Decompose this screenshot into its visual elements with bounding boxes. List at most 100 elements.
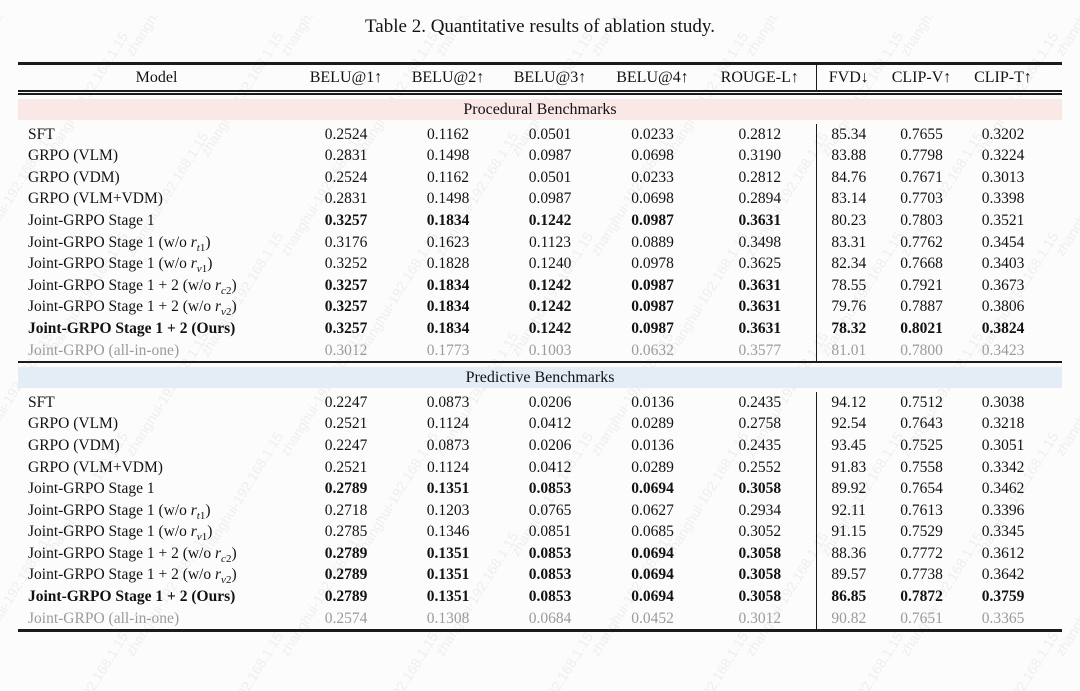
- value-cell: 90.82: [816, 607, 881, 633]
- table-row: Joint-GRPO Stage 1 (w/o rt1) 0.3176 0.1623…: [18, 231, 1062, 254]
- value-cell: 0.7872: [900, 588, 943, 606]
- value-cell: 0.1498: [426, 147, 470, 165]
- value-cell: 0.7654: [900, 480, 943, 498]
- value-cell: 0.0873: [426, 393, 470, 411]
- table-row: Joint-GRPO Stage 1 (w/o rt1) 0.2718 0.1203…: [18, 499, 1062, 522]
- value-cell: 0.7512: [900, 393, 943, 411]
- value-cell: 0.1124: [426, 415, 470, 433]
- value-cell: 0.0853: [528, 480, 572, 498]
- model-cell: Joint-GRPO Stage 1 (w/o rv1): [28, 523, 213, 544]
- value-cell: 0.0233: [631, 125, 674, 143]
- table-row: Joint-GRPO Stage 1 (w/o rv1) 0.3252 0.1828…: [18, 253, 1062, 275]
- value-cell: 0.2785: [324, 523, 368, 541]
- value-cell: 84.76: [831, 168, 867, 186]
- value-cell: 0.3013: [981, 168, 1025, 186]
- value-cell: 0.1351: [426, 544, 470, 562]
- value-cell: 0.0851: [528, 523, 572, 541]
- value-cell: 0.2789: [324, 480, 368, 498]
- value-cell: 0.7798: [900, 147, 943, 165]
- value-cell: 0.0684: [499, 607, 601, 633]
- column-header-clip-t: CLIP-T↑: [962, 62, 1062, 95]
- value-cell: 0.3398: [981, 190, 1025, 208]
- table-row: Joint-GRPO Stage 1 + 2 (w/o rv2) 0.3257 0.…: [18, 296, 1062, 318]
- value-cell: 0.3252: [324, 255, 368, 273]
- value-cell: 0.0853: [528, 544, 572, 562]
- value-cell: 0.2524: [324, 125, 368, 143]
- value-cell: 0.0289: [631, 458, 674, 476]
- column-header-fvd: FVD↓: [816, 62, 881, 95]
- value-cell: 86.85: [831, 588, 867, 606]
- value-cell: 0.3642: [981, 566, 1025, 584]
- value-cell: 0.7671: [900, 168, 943, 186]
- table-row: Joint-GRPO Stage 1 0.3257 0.1834 0.1242 0.09…: [18, 209, 1062, 232]
- value-cell: 0.1203: [426, 501, 470, 519]
- value-cell: 0.1773: [397, 339, 499, 364]
- value-cell: 0.7772: [900, 544, 943, 562]
- column-header-rouge-l: ROUGE-L↑: [704, 62, 817, 95]
- value-cell: 88.36: [831, 544, 867, 562]
- value-cell: 79.76: [831, 298, 867, 316]
- value-cell: 0.1124: [426, 458, 470, 476]
- watermark-text: zhanghui-192.168.1.15: [817, 629, 906, 691]
- value-cell: 0.0206: [528, 393, 572, 411]
- value-cell: 0.0289: [631, 415, 674, 433]
- value-cell: 0.0136: [631, 436, 674, 454]
- value-cell: 0.2789: [324, 544, 368, 562]
- table-row: Joint-GRPO (all-in-one) 0.2574 0.1308 0.068…: [18, 607, 1062, 633]
- watermark-text: zhanghui-192.168.1.15: [352, 629, 441, 691]
- table-row: SFT 0.2247 0.0873 0.0206 0.0136 0.2435 94.12 0.…: [18, 391, 1062, 414]
- value-cell: 0.3190: [704, 145, 817, 167]
- model-cell: Joint-GRPO Stage 1 + 2 (w/o rc2): [28, 276, 237, 297]
- value-cell: 0.2831: [324, 147, 368, 165]
- value-cell: 0.2552: [704, 456, 817, 479]
- value-cell: 0.0632: [601, 339, 704, 364]
- model-cell: Joint-GRPO Stage 1 + 2 (Ours): [28, 588, 236, 606]
- value-cell: 0.2521: [324, 415, 368, 433]
- value-cell: 83.31: [831, 233, 867, 251]
- value-cell: 0.0889: [631, 233, 674, 251]
- value-cell: 0.0694: [631, 544, 674, 562]
- value-cell: 0.2789: [324, 588, 368, 606]
- value-cell: 0.0694: [631, 588, 674, 606]
- value-cell: 91.15: [831, 523, 867, 541]
- value-cell: 0.7921: [900, 276, 943, 294]
- model-cell: GRPO (VLM+VDM): [28, 458, 163, 476]
- value-cell: 0.3257: [324, 319, 368, 337]
- column-header-belu-1: BELU@1↑: [295, 62, 397, 95]
- value-cell: 0.0987: [528, 147, 572, 165]
- value-cell: 0.7800: [881, 339, 962, 364]
- value-cell: 89.92: [831, 480, 867, 498]
- table-row: GRPO (VDM) 0.2524 0.1162 0.0501 0.0233 0.2812…: [18, 166, 1062, 189]
- value-cell: 0.1351: [426, 480, 470, 498]
- value-cell: 0.1308: [397, 607, 499, 633]
- model-cell: Joint-GRPO Stage 1 (w/o rt1): [28, 501, 211, 522]
- table-row: Joint-GRPO Stage 1 + 2 (w/o rc2) 0.2789 0.…: [18, 542, 1062, 565]
- column-header-belu-2: BELU@2↑: [397, 62, 499, 95]
- value-cell: 0.0987: [631, 319, 674, 337]
- table-row: GRPO (VDM) 0.2247 0.0873 0.0206 0.0136 0.2435…: [18, 434, 1062, 457]
- value-cell: 0.7613: [900, 501, 943, 519]
- value-cell: 0.0501: [528, 168, 572, 186]
- value-cell: 0.0452: [601, 607, 704, 633]
- value-cell: 0.3058: [704, 478, 817, 500]
- value-cell: 0.1834: [426, 298, 470, 316]
- value-cell: 0.2934: [704, 499, 817, 522]
- value-cell: 0.3012: [295, 339, 397, 364]
- value-cell: 0.3038: [981, 393, 1025, 411]
- value-cell: 0.3218: [981, 415, 1025, 433]
- value-cell: 0.0501: [528, 125, 572, 143]
- value-cell: 0.3454: [981, 233, 1025, 251]
- value-cell: 0.3052: [704, 521, 817, 543]
- value-cell: 0.1242: [528, 319, 572, 337]
- model-cell: GRPO (VLM+VDM): [28, 190, 163, 208]
- model-cell: Joint-GRPO Stage 1: [28, 211, 155, 229]
- value-cell: 0.3345: [981, 523, 1025, 541]
- value-cell: 0.1346: [426, 523, 470, 541]
- value-cell: 0.3257: [324, 298, 368, 316]
- model-cell: GRPO (VLM): [28, 415, 118, 433]
- value-cell: 0.3521: [981, 211, 1025, 229]
- watermark-text: zhanghui-192.168.1.15: [507, 629, 596, 691]
- section-band-row: Procedural Benchmarks: [18, 93, 1062, 124]
- section-band-row: Predictive Benchmarks: [18, 362, 1062, 392]
- value-cell: 0.7762: [900, 233, 943, 251]
